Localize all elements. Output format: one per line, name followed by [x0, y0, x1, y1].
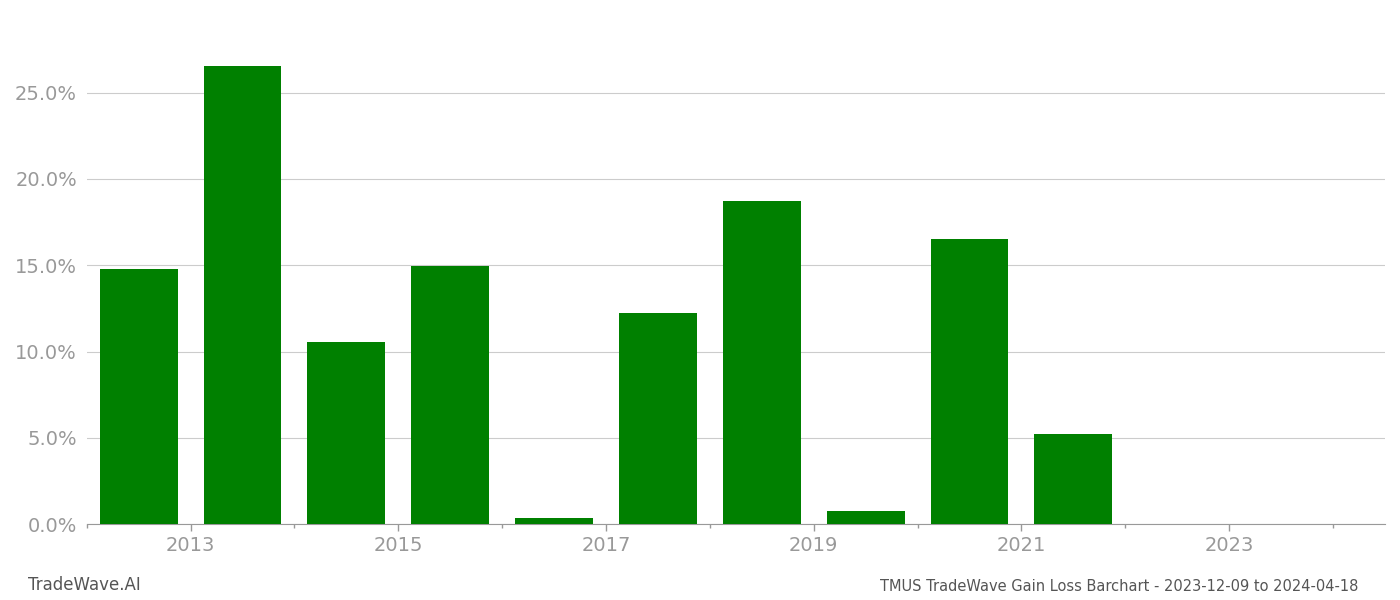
- Bar: [412, 266, 489, 524]
- Bar: [827, 511, 904, 524]
- Bar: [1035, 434, 1113, 524]
- Bar: [99, 269, 178, 524]
- Text: TradeWave.AI: TradeWave.AI: [28, 576, 141, 594]
- Bar: [722, 200, 801, 524]
- Bar: [931, 239, 1008, 524]
- Bar: [619, 313, 697, 524]
- Bar: [203, 66, 281, 524]
- Bar: [308, 342, 385, 524]
- Bar: [515, 518, 594, 524]
- Text: TMUS TradeWave Gain Loss Barchart - 2023-12-09 to 2024-04-18: TMUS TradeWave Gain Loss Barchart - 2023…: [879, 579, 1358, 594]
